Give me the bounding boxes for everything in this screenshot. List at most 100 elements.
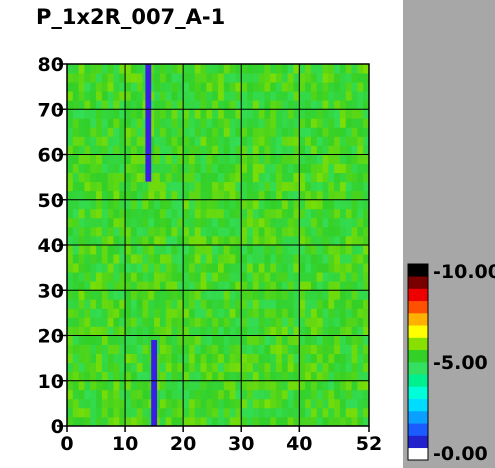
heatmap-cell — [345, 208, 352, 219]
heatmap-cell — [310, 380, 318, 391]
heatmap-cell — [165, 82, 172, 92]
heatmap-cell — [310, 398, 318, 409]
heatmap-cell — [154, 109, 161, 119]
heatmap-cell — [299, 235, 306, 246]
y-tick-label: 60 — [38, 145, 64, 167]
heatmap-cell — [165, 91, 172, 101]
heatmap-cell — [159, 317, 167, 327]
heatmap-cell — [67, 254, 74, 264]
heatmap-cell — [159, 73, 167, 83]
heatmap-cell — [258, 82, 265, 92]
heatmap-cell — [334, 199, 341, 210]
heatmap-cell — [351, 344, 358, 354]
heatmap-cell — [177, 371, 184, 382]
heatmap-cell — [345, 416, 352, 427]
heatmap-cell — [218, 127, 225, 137]
heatmap-cell — [107, 389, 114, 400]
heatmap-cell — [67, 235, 74, 246]
heatmap-cell — [194, 380, 201, 391]
heatmap-cell — [188, 82, 196, 92]
heatmap-cell — [270, 181, 277, 192]
heatmap-cell — [177, 181, 184, 192]
heatmap-cell — [177, 190, 184, 201]
heatmap-cell — [287, 308, 294, 318]
heatmap-cell — [218, 335, 225, 345]
heatmap-cell — [322, 199, 329, 210]
heatmap-cell — [305, 245, 312, 255]
heatmap-cell — [177, 109, 184, 119]
heatmap-cell — [334, 290, 341, 300]
heatmap-cell — [177, 308, 184, 318]
heatmap-cell — [119, 326, 126, 336]
heatmap-cell — [276, 245, 283, 255]
heatmap-cell — [218, 226, 225, 237]
heatmap-cell — [113, 308, 120, 318]
heatmap-cell — [142, 217, 149, 228]
heatmap-cell — [188, 190, 196, 201]
heatmap-cell — [136, 226, 143, 237]
x-tick-label: 40 — [286, 433, 312, 455]
heatmap-cell — [322, 118, 329, 128]
heatmap-cell — [247, 208, 254, 219]
heatmap-cell — [281, 407, 289, 418]
heatmap-cell — [351, 407, 358, 418]
heatmap-cell — [218, 217, 225, 228]
heatmap-cell — [90, 208, 97, 219]
heatmap-cell — [67, 154, 74, 164]
heatmap-cell — [90, 299, 97, 309]
heatmap-cell — [264, 118, 271, 128]
heatmap-cell — [154, 317, 161, 327]
heatmap-cell — [229, 172, 236, 183]
heatmap-cell — [316, 371, 323, 382]
heatmap-cell — [188, 272, 196, 282]
heatmap-cell — [281, 308, 289, 318]
heatmap-cell — [334, 254, 341, 264]
heatmap-cell — [299, 199, 306, 210]
heatmap-cell — [310, 290, 318, 300]
heatmap-cell — [223, 100, 231, 110]
heatmap-cell — [281, 190, 289, 201]
heatmap-cell — [264, 389, 271, 400]
heatmap-cell — [113, 64, 120, 74]
heatmap-cell — [67, 145, 74, 155]
heatmap-cell — [316, 317, 323, 327]
heatmap-cell — [270, 109, 277, 119]
heatmap-cell — [235, 217, 242, 228]
heatmap-cell — [310, 109, 318, 119]
heatmap-cell — [159, 100, 167, 110]
heatmap-cell — [316, 308, 323, 318]
heatmap-cell — [200, 109, 207, 119]
heatmap-cell — [218, 181, 225, 192]
heatmap-cell — [212, 380, 219, 391]
heatmap-cell — [287, 371, 294, 382]
heatmap-cell — [165, 299, 172, 309]
heatmap-cell — [310, 371, 318, 382]
heatmap-cell — [78, 263, 85, 273]
heatmap-cell — [252, 181, 260, 192]
heatmap-cell — [171, 371, 178, 382]
heatmap-cell — [159, 407, 167, 418]
heatmap-cell — [130, 190, 138, 201]
heatmap-cell — [223, 154, 231, 164]
heatmap-cell — [322, 226, 329, 237]
heatmap-cell — [107, 118, 114, 128]
heatmap-cell — [194, 290, 201, 300]
heatmap-cell — [270, 64, 277, 74]
heatmap-cell — [206, 100, 213, 110]
heatmap-cell — [177, 299, 184, 309]
heatmap-cell — [322, 353, 329, 364]
heatmap-cell — [159, 416, 167, 427]
heatmap-cell — [148, 73, 155, 83]
heatmap-cell — [218, 371, 225, 382]
heatmap-cell — [67, 181, 74, 192]
heatmap-cell — [212, 389, 219, 400]
heatmap-cell — [212, 254, 219, 264]
heatmap-cell — [101, 290, 109, 300]
heatmap-cell — [107, 199, 114, 210]
heatmap-cell — [142, 380, 149, 391]
heatmap-cell — [183, 199, 190, 210]
heatmap-cell — [107, 226, 114, 237]
heatmap-cell — [90, 172, 97, 183]
heatmap-cell — [322, 317, 329, 327]
heatmap-cell — [125, 344, 132, 354]
